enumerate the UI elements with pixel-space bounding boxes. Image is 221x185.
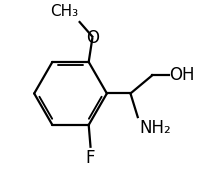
Text: CH₃: CH₃ [50,4,78,19]
Text: OH: OH [170,66,195,84]
Text: O: O [86,29,99,47]
Text: F: F [86,149,95,167]
Text: NH₂: NH₂ [140,119,171,137]
